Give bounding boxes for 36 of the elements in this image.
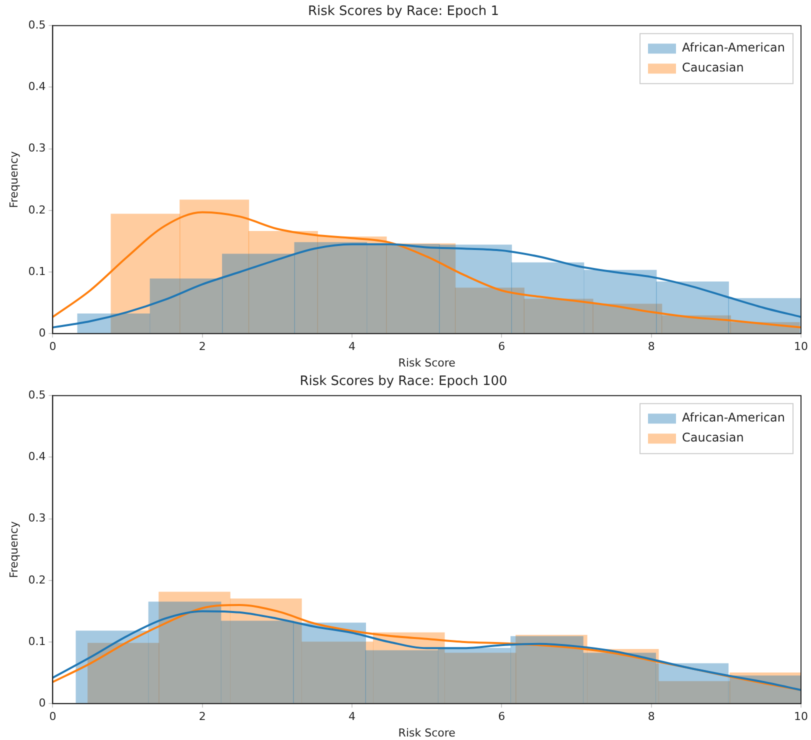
legend-label: Caucasian (682, 430, 744, 445)
legend-label: African-American (682, 40, 786, 55)
y-tick-label: 0.3 (28, 512, 46, 525)
x-tick-label: 4 (348, 340, 356, 354)
y-tick-label: 0 (38, 326, 46, 340)
y-tick-label: 0.2 (28, 573, 46, 586)
chart-title: Risk Scores by Race: Epoch 100 (300, 374, 508, 390)
y-tick-label: 0.1 (28, 634, 46, 648)
x-axis-title: Risk Score (398, 726, 456, 740)
y-tick-label: 0.4 (28, 450, 46, 464)
x-tick-label: 10 (794, 710, 808, 724)
y-tick-label: 0.5 (28, 18, 46, 32)
y-axis-title: Frequency (7, 520, 20, 578)
x-tick-label: 8 (648, 340, 655, 354)
x-tick-label: 6 (498, 710, 506, 724)
legend-label: African-American (682, 410, 786, 425)
line-series (52, 243, 801, 328)
x-tick-label: 2 (198, 340, 206, 354)
y-tick-label: 0.2 (28, 203, 46, 216)
x-tick-label: 0 (49, 710, 56, 724)
x-tick-label: 0 (49, 340, 56, 354)
chart-title: Risk Scores by Race: Epoch 1 (308, 4, 500, 20)
line-series (52, 211, 801, 328)
x-axis-title: Risk Score (398, 356, 456, 370)
x-tick-label: 2 (198, 710, 206, 724)
y-tick-label: 0.1 (28, 264, 46, 278)
x-tick-label: 10 (794, 340, 808, 354)
legend-label: Caucasian (682, 60, 744, 75)
y-tick-label: 0.3 (28, 142, 46, 155)
y-tick-label: 0 (38, 696, 46, 710)
x-tick-label: 6 (498, 340, 506, 354)
y-axis-title: Frequency (7, 150, 20, 208)
y-tick-label: 0.5 (28, 388, 46, 402)
y-tick-label: 0.4 (28, 80, 46, 94)
x-tick-label: 8 (648, 710, 655, 724)
x-tick-label: 4 (348, 710, 356, 724)
